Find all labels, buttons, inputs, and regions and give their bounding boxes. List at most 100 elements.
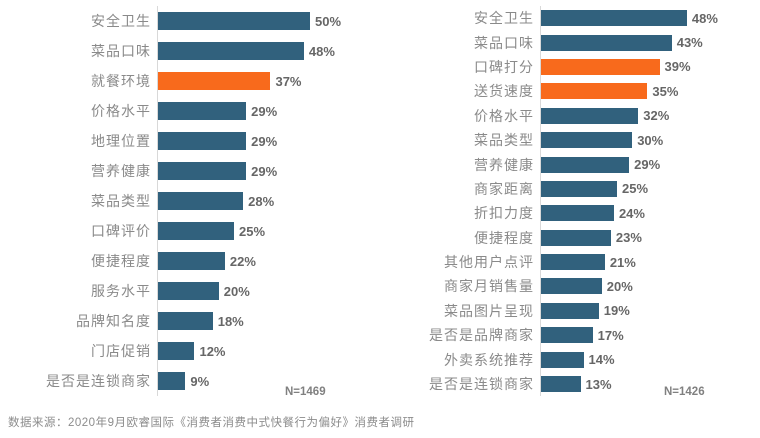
value-label: 29% xyxy=(251,103,278,119)
bar xyxy=(541,34,672,51)
bar-row: 其他用户点评 21% xyxy=(378,249,760,275)
bar-track: 21% xyxy=(540,249,760,275)
bar xyxy=(158,372,186,390)
bar-track: 50% xyxy=(157,6,378,36)
bar xyxy=(158,12,310,30)
value-label: 18% xyxy=(217,313,244,329)
bar-row: 商家月销售量 20% xyxy=(378,274,760,299)
bar-row: 便捷程度 22% xyxy=(0,246,378,276)
value-label: 43% xyxy=(676,35,703,51)
value-label: 25% xyxy=(239,223,266,239)
bar-row: 是否是连锁商家 13% xyxy=(378,371,760,397)
category-label: 地理位置 xyxy=(91,133,151,149)
bar-row: 便捷程度 23% xyxy=(378,225,760,250)
value-label: 25% xyxy=(622,181,649,197)
bar-track: 19% xyxy=(540,298,760,324)
bar xyxy=(541,83,648,100)
bar-row: 地理位置 29% xyxy=(0,126,378,156)
bar-track: 25% xyxy=(540,176,760,202)
bar-row: 就餐环境 37% xyxy=(0,66,378,96)
value-label: 48% xyxy=(691,10,718,26)
category-label: 菜品类型 xyxy=(91,193,151,209)
bar xyxy=(158,162,247,180)
bar xyxy=(158,222,234,240)
category-label: 服务水平 xyxy=(91,283,151,299)
bar-track: 13% xyxy=(540,371,760,397)
bar xyxy=(158,192,244,210)
bar xyxy=(158,132,247,150)
category-label: 便捷程度 xyxy=(474,229,534,246)
category-label: 口碑评价 xyxy=(91,223,151,239)
chart-delivery-factors: 安全卫生 48% 菜品口味 43% 口碑打分 39% 送货速度 35% 价格水平 32% 菜品类型 3… xyxy=(378,6,760,398)
bar xyxy=(158,342,195,360)
bar-row: 菜品类型 30% xyxy=(378,127,760,153)
bar-track: 23% xyxy=(540,225,760,250)
bar xyxy=(541,302,599,319)
bar-track: 28% xyxy=(157,186,378,216)
chart-dine-in-factors: 安全卫生 50% 菜品口味 48% 就餐环境 37% 价格水平 29% 地理位置 29% 营养健康 2… xyxy=(0,6,378,398)
bar-track: 37% xyxy=(157,66,378,96)
category-label: 外卖系统推荐 xyxy=(444,351,534,368)
category-label: 是否是连锁商家 xyxy=(429,376,534,393)
value-label: 9% xyxy=(190,373,210,389)
bar-track: 12% xyxy=(157,336,378,366)
value-label: 30% xyxy=(637,132,664,148)
bar-track: 14% xyxy=(540,347,760,372)
bar-track: 29% xyxy=(157,126,378,156)
bar-row: 商家距离 25% xyxy=(378,176,760,202)
bar xyxy=(541,10,687,27)
bar-track: 35% xyxy=(540,79,760,104)
category-label: 安全卫生 xyxy=(474,10,534,27)
category-label: 折扣力度 xyxy=(474,205,534,222)
bar-track: 9% xyxy=(157,366,378,396)
bar-track: 29% xyxy=(157,96,378,126)
category-label: 商家月销售量 xyxy=(444,278,534,295)
value-label: 29% xyxy=(634,157,661,173)
value-label: 37% xyxy=(275,73,302,89)
value-label: 50% xyxy=(315,13,342,29)
category-label: 价格水平 xyxy=(91,103,151,119)
bar-row: 品牌知名度 18% xyxy=(0,306,378,336)
bar-row: 安全卫生 50% xyxy=(0,6,378,36)
bar-row: 服务水平 20% xyxy=(0,276,378,306)
bar-row: 营养健康 29% xyxy=(0,156,378,186)
bar-row: 菜品图片呈现 19% xyxy=(378,298,760,324)
category-label: 就餐环境 xyxy=(91,73,151,89)
category-label: 送货速度 xyxy=(474,83,534,100)
value-label: 29% xyxy=(251,133,278,149)
bar xyxy=(541,229,611,246)
value-label: 17% xyxy=(597,327,624,343)
category-label: 门店促销 xyxy=(91,343,151,359)
bar-row: 折扣力度 24% xyxy=(378,201,760,226)
bar-row: 价格水平 32% xyxy=(378,103,760,128)
category-label: 营养健康 xyxy=(474,156,534,173)
bar-row: 菜品口味 48% xyxy=(0,36,378,66)
data-source-note: 数据来源：2020年9月欧睿国际《消费者消费中式快餐行为偏好》消费者调研 xyxy=(8,417,415,429)
category-label: 是否是连锁商家 xyxy=(46,373,151,389)
bar xyxy=(541,58,660,75)
category-label: 口碑打分 xyxy=(474,58,534,75)
bar-track: 25% xyxy=(157,216,378,246)
bar xyxy=(541,376,581,393)
value-label: 28% xyxy=(248,193,275,209)
value-label: 24% xyxy=(618,205,645,221)
bar xyxy=(541,254,605,271)
value-label: 12% xyxy=(199,343,226,359)
value-label: 23% xyxy=(615,230,642,246)
bar xyxy=(158,312,213,330)
category-label: 其他用户点评 xyxy=(444,254,534,271)
value-label: 39% xyxy=(664,59,691,75)
bar-row: 送货速度 35% xyxy=(378,79,760,104)
bar-row: 口碑评价 25% xyxy=(0,216,378,246)
value-label: 13% xyxy=(585,376,612,392)
bar xyxy=(541,327,593,344)
bar-track: 18% xyxy=(157,306,378,336)
bar-track: 48% xyxy=(157,36,378,66)
bar-track: 43% xyxy=(540,30,760,55)
dual-bar-chart-figure: 安全卫生 50% 菜品口味 48% 就餐环境 37% 价格水平 29% 地理位置 29% 营养健康 2… xyxy=(0,6,760,398)
category-label: 安全卫生 xyxy=(91,13,151,29)
value-label: 32% xyxy=(643,108,670,124)
category-label: 便捷程度 xyxy=(91,253,151,269)
value-label: 19% xyxy=(603,303,630,319)
bar-track: 17% xyxy=(540,323,760,348)
